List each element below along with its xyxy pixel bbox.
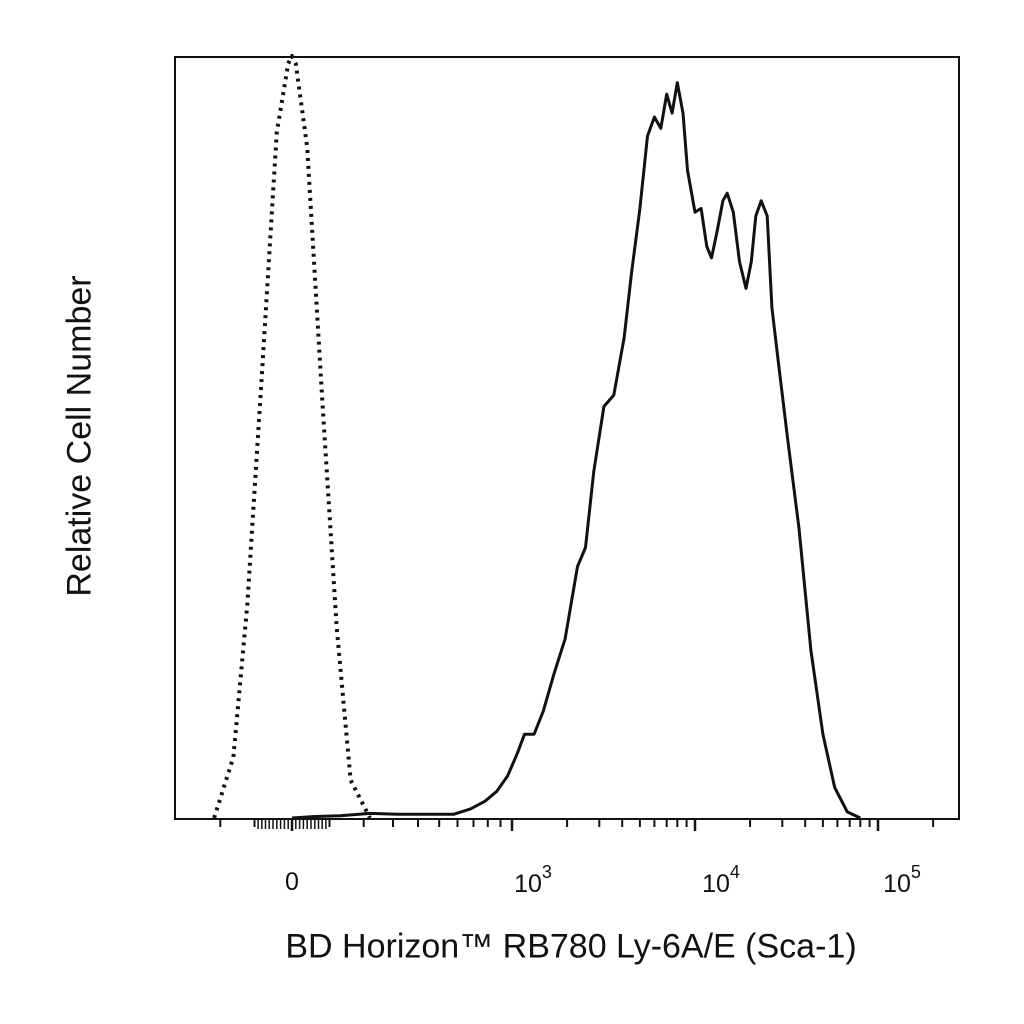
x-minor-ticks [219, 819, 935, 829]
plot-frame [174, 56, 960, 820]
stained-sample-histogram-line [291, 81, 861, 820]
x-tick-label-1000: 103 [514, 862, 552, 898]
x-tick-label-100000: 105 [883, 862, 921, 898]
y-axis-label: Relative Cell Number [60, 275, 99, 597]
x-tick-labels: 0 103 104 105 [285, 862, 921, 898]
x-tick-label-10000: 104 [702, 862, 740, 898]
x-axis-label: BD Horizon™ RB780 Ly-6A/E (Sca-1) [285, 927, 857, 966]
x-major-ticks [290, 819, 880, 831]
isotype-control-histogram-line [212, 54, 372, 819]
x-tick-label-0: 0 [285, 868, 299, 896]
